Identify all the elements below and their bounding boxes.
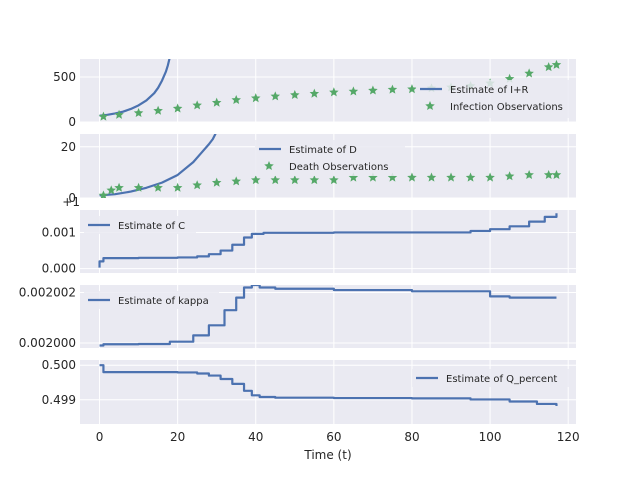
subplot-3: 0.000 0.001 +1 Estimate of C xyxy=(42,195,576,276)
y-offset-text: +1 xyxy=(62,195,80,209)
y-tick-label: 500 xyxy=(53,70,76,84)
observation-marker xyxy=(192,100,202,110)
legend-frame xyxy=(84,216,196,234)
legend-label: Death Observations xyxy=(289,162,389,173)
observation-marker xyxy=(368,172,378,182)
observation-marker xyxy=(250,93,261,103)
y-tick-label: 0.500 xyxy=(42,358,76,372)
observation-marker xyxy=(270,175,281,185)
observation-marker xyxy=(211,177,222,187)
observation-marker xyxy=(172,182,183,192)
observation-marker xyxy=(446,172,456,182)
legend: Estimate of D Death Observations xyxy=(255,140,405,176)
legend-label: Estimate of C xyxy=(118,221,185,232)
observation-marker xyxy=(485,172,495,182)
observation-marker xyxy=(133,108,144,118)
legend-frame xyxy=(416,80,572,118)
observation-marker xyxy=(551,59,562,69)
observation-marker xyxy=(329,87,339,97)
observation-marker xyxy=(551,169,562,180)
y-tick-label: 0.002002 xyxy=(19,286,76,300)
legend-label: Infection Observations xyxy=(450,102,563,113)
observation-marker xyxy=(98,111,109,121)
observation-marker xyxy=(133,182,144,192)
observation-marker xyxy=(543,169,554,180)
observation-marker xyxy=(114,182,124,192)
observation-marker xyxy=(368,85,378,95)
legend-label: Estimate of kappa xyxy=(118,296,209,307)
observation-marker xyxy=(504,171,515,181)
plot-area xyxy=(98,213,558,268)
observation-marker xyxy=(290,175,300,185)
observation-marker xyxy=(231,176,241,186)
observation-marker xyxy=(309,175,320,185)
observation-marker xyxy=(524,169,534,180)
observation-marker xyxy=(348,86,359,96)
observation-marker xyxy=(114,109,124,119)
observation-marker xyxy=(290,90,300,100)
observation-marker xyxy=(211,97,222,107)
legend-frame xyxy=(84,291,219,309)
plot-area xyxy=(98,134,562,198)
observation-marker xyxy=(270,91,281,101)
observation-marker xyxy=(172,103,183,113)
y-tick-label: 0 xyxy=(68,115,76,129)
observation-marker xyxy=(348,172,359,182)
observation-marker xyxy=(98,190,109,198)
observation-marker xyxy=(231,94,241,104)
plot-area xyxy=(98,59,562,121)
observation-marker xyxy=(309,88,320,98)
legend: Estimate of C xyxy=(84,216,196,234)
observation-marker xyxy=(524,68,534,78)
subplot-2: 0 20 Estimate of D Death Observations xyxy=(61,134,576,205)
x-tick-label: 20 xyxy=(170,430,185,444)
observation-marker xyxy=(106,185,116,195)
legend: Estimate of Q_percent xyxy=(412,369,572,387)
y-tick-label: 0.002000 xyxy=(19,336,76,350)
y-tick-label: 20 xyxy=(61,140,76,154)
legend-label: Estimate of I+R xyxy=(450,85,528,96)
x-tick-label: 0 xyxy=(96,430,104,444)
legend: Estimate of I+R Infection Observations xyxy=(416,80,572,118)
y-tick-label: 0.499 xyxy=(42,393,76,407)
subplot-5: 0.499 0.500 Estimate of Q_percent 0 20 40 60 80… xyxy=(42,358,580,462)
y-tick-label: 0.000 xyxy=(42,262,76,276)
observation-marker xyxy=(387,172,398,182)
x-tick-label: 80 xyxy=(404,430,419,444)
observation-marker xyxy=(192,180,202,190)
observation-marker xyxy=(387,84,398,94)
y-tick-label: 0 xyxy=(68,191,76,205)
series-line-1 xyxy=(99,134,217,197)
observation-marker xyxy=(543,62,554,72)
legend-label: Estimate of D xyxy=(289,145,357,156)
x-tick-label: 40 xyxy=(248,430,263,444)
observation-marker xyxy=(329,175,339,185)
y-tick-label: 0.001 xyxy=(42,225,76,239)
x-axis-label: Time (t) xyxy=(303,448,351,462)
series-line-1 xyxy=(99,285,557,347)
x-tick-label: 60 xyxy=(326,430,341,444)
observation-marker xyxy=(407,84,417,94)
observation-marker xyxy=(153,182,163,192)
subplot-1: 0 500 Estimate of I+R Infection Observation… xyxy=(53,59,576,129)
x-tick-label: 100 xyxy=(479,430,502,444)
x-tick-label: 120 xyxy=(557,430,580,444)
plot-area xyxy=(99,364,558,407)
series-line-1 xyxy=(99,364,558,407)
series-line-1 xyxy=(98,213,558,268)
observation-marker xyxy=(250,175,261,185)
legend-frame xyxy=(255,140,405,176)
observation-marker xyxy=(426,172,437,182)
legend-marker xyxy=(264,161,274,171)
legend-marker xyxy=(425,101,435,111)
subplot-4: 0.002000 0.002002 Estimate of kappa xyxy=(19,285,576,350)
legend-frame xyxy=(412,369,572,387)
observation-marker xyxy=(407,172,417,182)
observation-marker xyxy=(465,172,476,182)
legend-label: Estimate of Q_percent xyxy=(446,374,557,385)
plot-area xyxy=(99,285,557,347)
observation-marker xyxy=(153,105,163,115)
legend: Estimate of kappa xyxy=(84,291,219,309)
